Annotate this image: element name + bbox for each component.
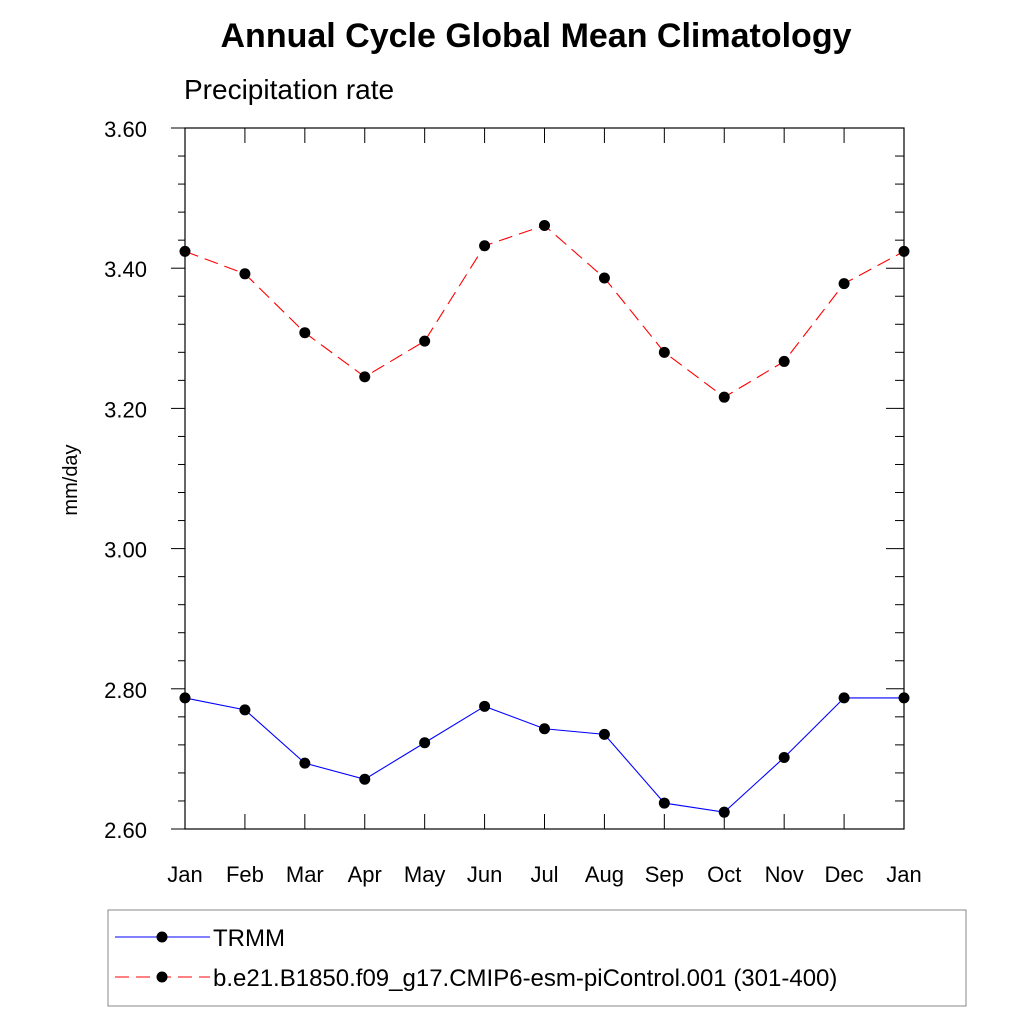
x-tick-label: Aug xyxy=(585,862,624,887)
data-point xyxy=(898,245,910,257)
y-tick-label: 2.60 xyxy=(104,818,147,843)
data-point xyxy=(419,335,431,347)
data-point xyxy=(718,391,730,403)
y-tick-label: 2.80 xyxy=(104,678,147,703)
data-point xyxy=(479,240,491,252)
data-point xyxy=(598,272,610,284)
legend: TRMM b.e21.B1850.f09_g17.CMIP6-esm-piCon… xyxy=(107,909,967,1007)
legend-label-model: b.e21.B1850.f09_g17.CMIP6-esm-piControl.… xyxy=(213,965,837,992)
y-tick-label: 3.00 xyxy=(104,538,147,563)
legend-box xyxy=(107,909,967,1007)
data-point xyxy=(299,757,311,769)
x-tick-label: Jun xyxy=(467,862,502,887)
y-tick-label: 3.60 xyxy=(104,117,147,142)
data-point xyxy=(658,346,670,358)
y-tick-label: 3.20 xyxy=(104,397,147,422)
legend-marker-model xyxy=(156,971,168,983)
y-tick-label: 3.40 xyxy=(104,257,147,282)
legend-marker-trmm xyxy=(156,931,168,943)
series-line-trmm xyxy=(184,697,904,813)
data-point xyxy=(539,219,550,231)
data-point xyxy=(539,723,550,735)
y-axis-label: mm/day xyxy=(60,444,82,515)
data-point xyxy=(179,692,191,704)
x-tick-label: Jan xyxy=(886,862,921,887)
x-tick-label: Oct xyxy=(707,862,741,887)
data-point xyxy=(419,737,431,749)
data-point xyxy=(299,327,311,339)
data-point xyxy=(359,773,371,785)
x-tick-label: Dec xyxy=(825,862,864,887)
data-point xyxy=(359,371,371,383)
x-tick-label: Mar xyxy=(286,862,324,887)
data-point xyxy=(838,278,850,290)
data-point xyxy=(598,728,610,740)
x-tick-label: Feb xyxy=(226,862,264,887)
chart-subtitle: Precipitation rate xyxy=(184,74,394,105)
x-tick-label: Sep xyxy=(645,862,684,887)
y-tick-labels: 3.60 3.40 3.20 3.00 2.80 2.60 xyxy=(104,117,147,843)
data-point xyxy=(778,751,790,763)
chart-title: Annual Cycle Global Mean Climatology xyxy=(221,17,852,55)
series-line-model xyxy=(184,224,905,398)
x-tick-label: Nov xyxy=(765,862,804,887)
x-tick-label: Jul xyxy=(530,862,558,887)
series-layer xyxy=(179,219,910,818)
data-point xyxy=(658,797,670,809)
data-point xyxy=(239,704,251,716)
x-tick-label: Jan xyxy=(167,862,202,887)
x-tick-labels: Jan Feb Mar Apr May Jun Jul Aug Sep Oct Nov Dec Jan xyxy=(167,862,921,887)
data-point xyxy=(479,700,491,712)
x-tick-label: Apr xyxy=(348,862,382,887)
data-point xyxy=(718,806,730,818)
legend-label-trmm: TRMM xyxy=(213,925,285,952)
x-tick-label: May xyxy=(404,862,446,887)
data-point xyxy=(778,355,790,367)
data-point xyxy=(179,245,191,257)
data-point xyxy=(838,692,850,704)
data-point xyxy=(239,268,251,280)
axis-ticks xyxy=(171,127,905,830)
data-point xyxy=(898,692,910,704)
